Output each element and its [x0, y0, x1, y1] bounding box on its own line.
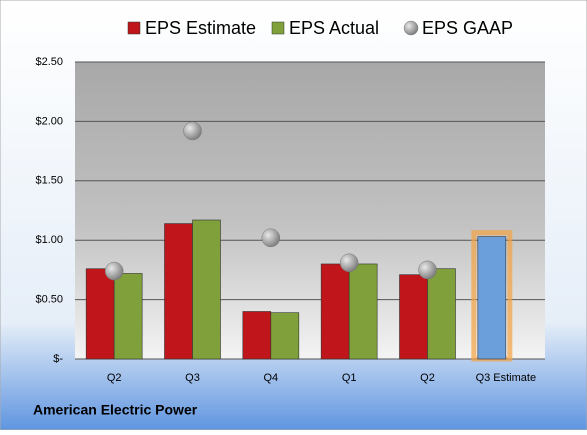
bar: [399, 274, 428, 360]
bar: [270, 312, 300, 360]
legend-label: EPS Estimate: [145, 18, 256, 38]
y-tick-label: $2.00: [35, 115, 63, 127]
y-tick-label: $0.50: [35, 294, 63, 306]
gaap-point: [339, 253, 359, 273]
x-tick-label: Q1: [342, 372, 357, 384]
gaap-point: [261, 228, 281, 248]
x-tick-label: Q2: [107, 372, 122, 384]
legend-marker: [403, 20, 419, 36]
plot-area: [75, 62, 545, 359]
y-tick-label: $1.50: [35, 175, 63, 187]
y-tick-label: $-: [53, 353, 63, 365]
legend-label: EPS Actual: [289, 18, 379, 38]
bar: [85, 268, 115, 360]
bar: [320, 263, 350, 360]
bar: [164, 223, 193, 360]
x-tick-label: Q3: [185, 372, 200, 384]
x-tick-label: Q4: [263, 372, 278, 384]
y-tick-label: $1.00: [35, 234, 63, 246]
gaap-point: [418, 260, 437, 280]
bar: [113, 273, 143, 360]
bar: [477, 236, 507, 360]
legend-marker: [127, 21, 141, 35]
bar: [348, 263, 378, 360]
legend-label: EPS GAAP: [422, 18, 513, 38]
gaap-point: [104, 261, 124, 281]
gaap-point: [183, 121, 202, 141]
bar: [242, 311, 272, 360]
x-tick-label: Q2: [420, 372, 435, 384]
y-tick-label: $2.50: [35, 56, 63, 68]
x-tick-label: Q3 Estimate: [476, 372, 537, 384]
bar: [427, 268, 456, 360]
footnote: American Electric Power: [33, 402, 198, 418]
legend-marker: [271, 21, 285, 35]
bar: [192, 219, 221, 360]
